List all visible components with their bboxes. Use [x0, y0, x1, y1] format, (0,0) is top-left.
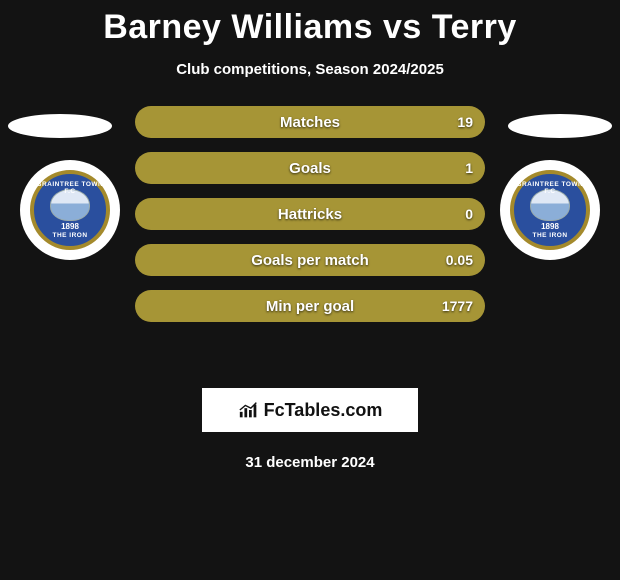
- crest-club-name: BRAINTREE TOWN F.C: [34, 181, 106, 195]
- player2-shadow-ellipse: [508, 114, 612, 138]
- crest-nickname: THE IRON: [514, 232, 586, 239]
- stat-bar: Matches 19: [135, 106, 485, 138]
- crest-year: 1898: [541, 222, 559, 231]
- player1-club-crest: BRAINTREE TOWN F.C 1898 THE IRON: [20, 160, 120, 260]
- brand-watermark: FcTables.com: [202, 388, 418, 432]
- crest-nickname: THE IRON: [34, 232, 106, 239]
- player1-name: Barney Williams: [103, 8, 373, 46]
- stat-label: Goals: [289, 160, 331, 177]
- player2-name: Terry: [432, 8, 517, 46]
- stat-value-player2: 0.05: [446, 252, 473, 268]
- date-text: 31 december 2024: [0, 454, 620, 471]
- chart-icon: [238, 400, 260, 420]
- crest-club-name: BRAINTREE TOWN F.C: [514, 181, 586, 195]
- brand-text: FcTables.com: [264, 400, 383, 421]
- comparison-title: Barney Williams vs Terry: [0, 0, 620, 47]
- stat-value-player2: 1: [465, 160, 473, 176]
- stat-bar: Goals 1: [135, 152, 485, 184]
- stat-bar: Hattricks 0: [135, 198, 485, 230]
- vs-text: vs: [383, 8, 422, 46]
- stat-value-player2: 0: [465, 206, 473, 222]
- stat-bars: Matches 19 Goals 1 Hattricks 0 Goals per match…: [135, 106, 485, 322]
- player2-club-crest: BRAINTREE TOWN F.C 1898 THE IRON: [500, 160, 600, 260]
- player1-shadow-ellipse: [8, 114, 112, 138]
- stat-value-player2: 19: [457, 114, 473, 130]
- stat-label: Min per goal: [266, 298, 354, 315]
- stat-bar: Min per goal 1777: [135, 290, 485, 322]
- stat-label: Goals per match: [251, 252, 369, 269]
- crest-year: 1898: [61, 222, 79, 231]
- stat-bar: Goals per match 0.05: [135, 244, 485, 276]
- stat-label: Hattricks: [278, 206, 342, 223]
- subtitle: Club competitions, Season 2024/2025: [0, 61, 620, 78]
- comparison-content: BRAINTREE TOWN F.C 1898 THE IRON BRAINTR…: [0, 106, 620, 366]
- stat-value-player2: 1777: [442, 298, 473, 314]
- stat-label: Matches: [280, 114, 340, 131]
